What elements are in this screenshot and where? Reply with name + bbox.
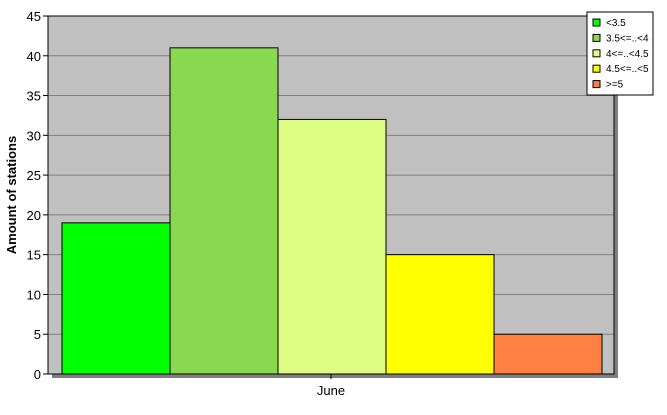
bar <box>493 333 603 375</box>
bars <box>61 47 603 375</box>
legend-swatch <box>592 49 601 58</box>
axes <box>43 15 615 379</box>
bar <box>61 222 171 375</box>
legend: <3.5 3.5<=..<4 4<=..<4.5 4.5<=..<5 >=5 <box>586 11 654 96</box>
y-axis-title: Amount of stations <box>4 136 19 254</box>
legend-label: 3.5<=..<4 <box>606 33 649 44</box>
y-tick-label: 35 <box>27 89 41 104</box>
bar <box>277 118 387 375</box>
y-tick-label: 5 <box>34 327 41 342</box>
y-tick-label: 30 <box>27 128 41 143</box>
legend-label: 4<=..<4.5 <box>606 49 649 60</box>
y-tick-label: 25 <box>27 168 41 183</box>
y-tick-label: 0 <box>34 367 41 382</box>
legend-swatch <box>592 33 601 42</box>
x-tick-labels: June <box>317 383 345 398</box>
legend-label: >=5 <box>606 80 624 91</box>
bar <box>385 254 495 375</box>
y-tick-label: 45 <box>27 9 41 24</box>
legend-swatch <box>592 18 601 27</box>
y-tick-label: 10 <box>27 287 41 302</box>
y-tick-label: 15 <box>27 248 41 263</box>
legend-label: <3.5 <box>606 18 626 29</box>
x-tick-label: June <box>317 383 345 398</box>
bar <box>169 47 279 375</box>
y-tick-label: 20 <box>27 208 41 223</box>
legend-swatch <box>592 80 601 89</box>
legend-swatch <box>592 64 601 73</box>
y-tick-label: 40 <box>27 49 41 64</box>
y-tick-labels: 0 5 10 15 20 25 30 35 40 45 <box>27 9 41 382</box>
legend-label: 4.5<=..<5 <box>606 64 649 75</box>
